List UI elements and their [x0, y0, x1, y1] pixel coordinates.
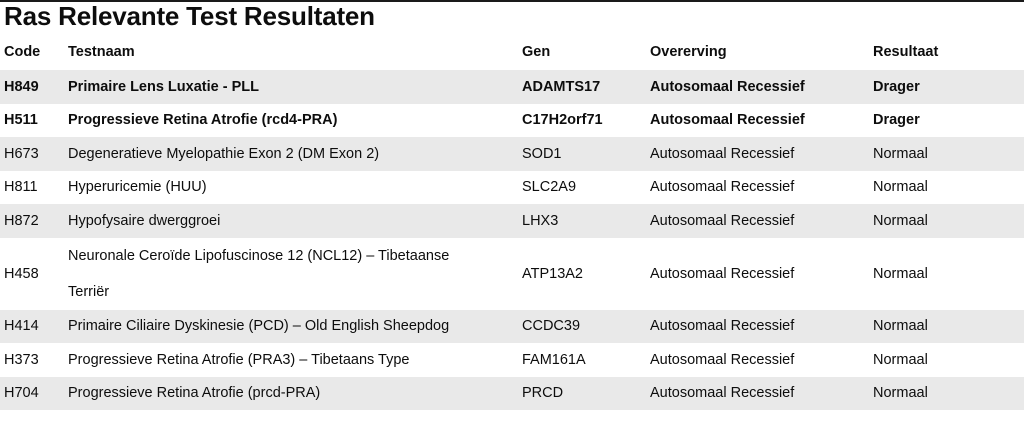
cell-testnaam: Degeneratieve Myelopathie Exon 2 (DM Exo… — [68, 145, 380, 162]
cell-resultaat: Drager — [873, 78, 920, 95]
table-row: H849 Primaire Lens Luxatie - PLL ADAMTS17 A… — [0, 70, 1024, 104]
cell-code: H414 — [4, 318, 39, 335]
page-title: Ras Relevante Test Resultaten — [4, 1, 375, 31]
cell-testnaam: Neuronale Ceroïde Lipofuscinose 12 (NCL1… — [68, 238, 522, 310]
cell-overerving: Autosomaal Recessief — [650, 112, 805, 129]
cell-resultaat: Normaal — [873, 212, 928, 229]
cell-gen: ADAMTS17 — [522, 78, 601, 95]
table-header: Code Testnaam Gen Overerving Resultaat — [0, 36, 1024, 70]
cell-testnaam: Progressieve Retina Atrofie (prcd-PRA) — [68, 385, 321, 402]
cell-code: H373 — [4, 351, 39, 368]
table-row: H414 Primaire Ciliaire Dyskinesie (PCD) –… — [0, 309, 1024, 343]
cell-code: H704 — [4, 385, 39, 402]
table-row: H511 Progressieve Retina Atrofie (rcd4-PR… — [0, 103, 1024, 137]
cell-testnaam: Progressieve Retina Atrofie (PRA3) – Tib… — [68, 351, 410, 368]
cell-overerving: Autosomaal Recessief — [650, 179, 795, 196]
cell-resultaat: Normaal — [873, 179, 928, 196]
table-row: H704 Progressieve Retina Atrofie (prcd-PR… — [0, 376, 1024, 410]
cell-resultaat: Normaal — [873, 265, 928, 282]
cell-overerving: Autosomaal Recessief — [650, 78, 805, 95]
cell-gen: ATP13A2 — [522, 265, 583, 282]
cell-overerving: Autosomaal Recessief — [650, 385, 795, 402]
cell-resultaat: Drager — [873, 112, 920, 129]
cell-testnaam: Hypofysaire dwerggroei — [68, 212, 221, 229]
cell-gen: C17H2orf71 — [522, 112, 603, 129]
cell-code: H673 — [4, 145, 39, 162]
column-header-overerving: Overerving — [650, 44, 727, 60]
table-body: H849 Primaire Lens Luxatie - PLL ADAMTS17 A… — [0, 70, 1024, 410]
column-header-gen: Gen — [522, 44, 551, 60]
cell-testnaam: Hyperuricemie (HUU) — [68, 179, 207, 196]
cell-gen: LHX3 — [522, 212, 559, 229]
cell-gen: SLC2A9 — [522, 179, 577, 196]
cell-overerving: Autosomaal Recessief — [650, 351, 795, 368]
cell-code: H811 — [4, 179, 38, 196]
cell-gen: CCDC39 — [522, 318, 581, 335]
cell-code: H458 — [4, 265, 39, 282]
cell-testnaam-line2: Terriër — [68, 283, 110, 300]
table-row: H373 Progressieve Retina Atrofie (PRA3) –… — [0, 343, 1024, 377]
table-row: H811 Hyperuricemie (HUU) SLC2A9 Autosomaal … — [0, 170, 1024, 204]
table-row: H872 Hypofysaire dwerggroei LHX3 Autosomaal… — [0, 204, 1024, 238]
cell-resultaat: Normaal — [873, 318, 928, 335]
column-header-code: Code — [4, 44, 41, 60]
test-results-table: Code Testnaam Gen Overerving Resultaat H… — [0, 36, 1024, 410]
cell-gen: PRCD — [522, 385, 564, 402]
cell-gen: SOD1 — [522, 145, 562, 162]
table-row: H458 Neuronale Ceroïde Lipofuscinose 12 (… — [0, 237, 1024, 310]
cell-testnaam: Primaire Ciliaire Dyskinesie (PCD) – Old… — [68, 318, 450, 335]
cell-resultaat: Normaal — [873, 145, 928, 162]
cell-resultaat: Normaal — [873, 385, 928, 402]
cell-overerving: Autosomaal Recessief — [650, 318, 795, 335]
cell-code: H511 — [4, 112, 38, 129]
cell-testnaam-line1: Neuronale Ceroïde Lipofuscinose 12 (NCL1… — [68, 247, 450, 264]
cell-overerving: Autosomaal Recessief — [650, 265, 795, 282]
table-header-row: Code Testnaam Gen Overerving Resultaat — [0, 36, 1024, 70]
cell-testnaam: Progressieve Retina Atrofie (rcd4-PRA) — [68, 112, 338, 129]
cell-testnaam: Primaire Lens Luxatie - PLL — [68, 78, 259, 95]
cell-overerving: Autosomaal Recessief — [650, 145, 795, 162]
cell-resultaat: Normaal — [873, 351, 928, 368]
column-header-testnaam: Testnaam — [68, 44, 135, 60]
cell-overerving: Autosomaal Recessief — [650, 212, 795, 229]
cell-code: H872 — [4, 212, 39, 229]
top-divider — [0, 0, 1024, 2]
cell-gen: FAM161A — [522, 351, 586, 368]
table-row: H673 Degeneratieve Myelopathie Exon 2 (DM… — [0, 137, 1024, 171]
cell-code: H849 — [4, 78, 39, 95]
column-header-resultaat: Resultaat — [873, 44, 939, 60]
